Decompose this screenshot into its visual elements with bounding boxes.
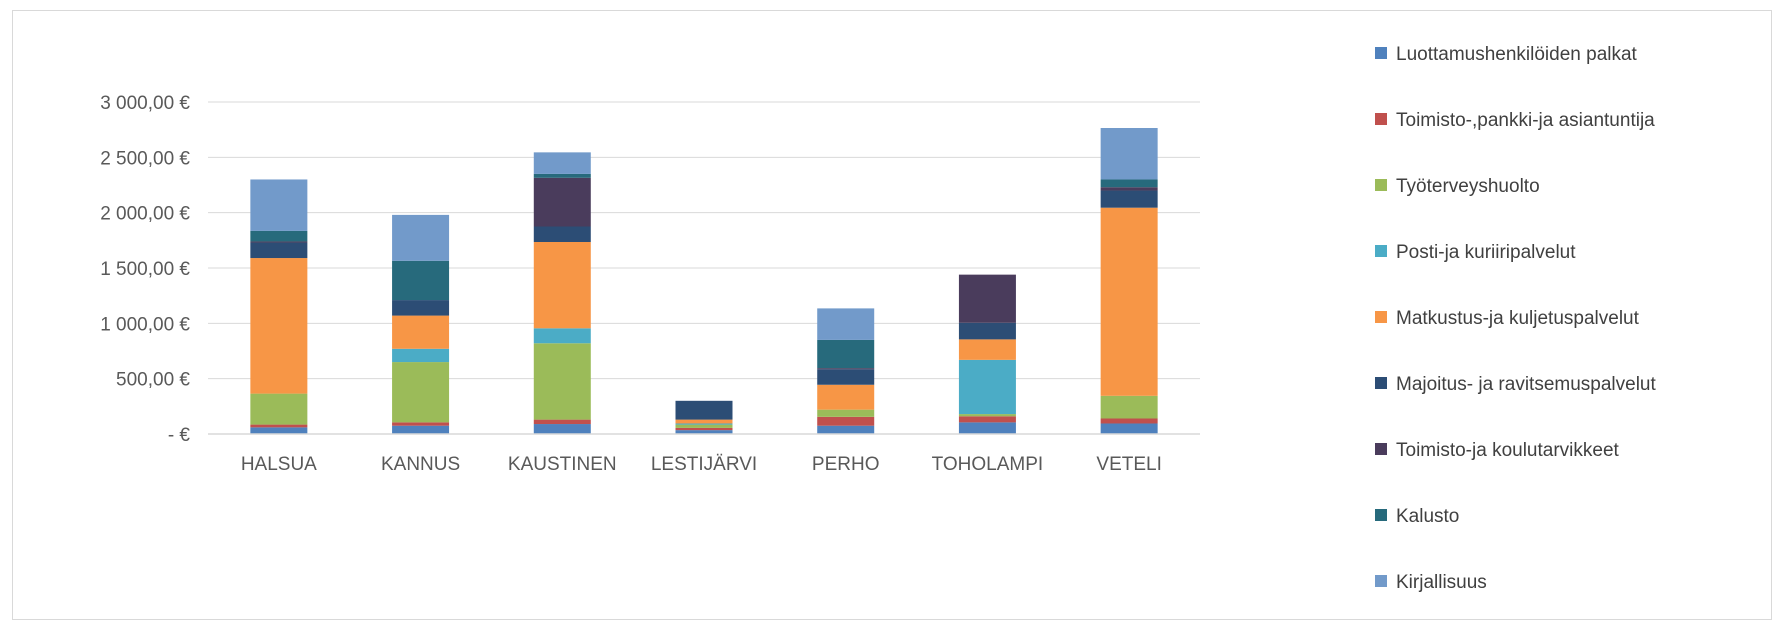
legend-swatch <box>1375 311 1387 323</box>
bar-segment <box>958 422 1016 434</box>
bar-segment <box>675 419 733 424</box>
legend: Luottamushenkilöiden palkat Toimisto-,pan… <box>1375 44 1656 593</box>
bar-segment <box>958 339 1016 360</box>
bar-segment <box>250 241 308 243</box>
bar-segment <box>958 322 1016 340</box>
y-tick-label: 1 000,00 € <box>100 314 190 335</box>
legend-swatch <box>1375 179 1387 191</box>
bar-segment <box>533 419 591 425</box>
legend-label: Matkustus-ja kuljetuspalvelut <box>1396 308 1640 329</box>
bar-segment <box>533 328 591 344</box>
legend-swatch <box>1375 47 1387 59</box>
legend-swatch <box>1375 443 1387 455</box>
x-tick-label: HALSUA <box>241 454 317 475</box>
bar-segment <box>675 423 733 425</box>
bar-segment <box>1100 190 1158 208</box>
legend-swatch <box>1375 377 1387 389</box>
legend-swatch <box>1375 245 1387 257</box>
bar-segment <box>1100 187 1158 191</box>
bar-segment <box>817 368 875 370</box>
y-tick-label: - € <box>168 425 191 446</box>
x-tick-label: TOHOLAMPI <box>932 454 1044 475</box>
bar-segment <box>392 425 450 434</box>
legend-label: Työterveyshuolto <box>1396 176 1540 197</box>
bar-segment <box>1100 128 1158 180</box>
legend-swatch <box>1375 575 1387 587</box>
bar-segment <box>675 400 733 420</box>
bar-segment <box>392 300 450 316</box>
legend-label: Kirjallisuus <box>1396 572 1487 593</box>
y-axis-ticks: - € 500,00 € 1 000,00 € 1 500,00 € 2 000,00 … <box>100 93 190 446</box>
bar-segment <box>533 152 591 174</box>
y-tick-label: 1 500,00 € <box>100 259 190 280</box>
bar-segment <box>533 343 591 420</box>
y-tick-label: 2 500,00 € <box>100 148 190 169</box>
legend-label: Majoitus- ja ravitsemuspalvelut <box>1396 374 1656 395</box>
bar-segment <box>392 214 450 261</box>
bar-segment <box>533 424 591 434</box>
bar-segment <box>392 260 450 301</box>
bar-segment <box>250 242 308 259</box>
bar-segment <box>675 427 733 431</box>
bar-segment <box>1100 418 1158 424</box>
bar-segment <box>1100 395 1158 419</box>
bar-segment <box>250 427 308 434</box>
x-tick-label: PERHO <box>812 454 880 475</box>
bar-segment <box>250 393 308 425</box>
bar-segment <box>817 409 875 417</box>
bar-segment <box>817 308 875 340</box>
bar-segment <box>250 179 308 231</box>
bar-segment <box>533 177 591 227</box>
bar-segment <box>1100 179 1158 188</box>
bar-segment <box>817 369 875 385</box>
bar-segment <box>1100 423 1158 434</box>
x-axis-ticks: HALSUA KANNUS KAUSTINEN LESTIJÄRVI PERHO TOHO… <box>241 454 1162 475</box>
x-tick-label: LESTIJÄRVI <box>651 454 757 475</box>
bar-segment <box>533 241 591 329</box>
legend-swatch <box>1375 509 1387 521</box>
bar-segment <box>533 173 591 178</box>
bar-segment <box>675 424 733 428</box>
bar-segment <box>392 422 450 426</box>
bar-segment <box>958 416 1016 423</box>
legend-label: Luottamushenkilöiden palkat <box>1396 44 1638 65</box>
bar-segment <box>817 416 875 426</box>
x-tick-label: KANNUS <box>381 454 460 475</box>
bar-segment <box>1100 207 1158 396</box>
bar-segment <box>817 384 875 410</box>
legend-label: Kalusto <box>1396 506 1459 527</box>
x-tick-label: KAUSTINEN <box>508 454 617 475</box>
legend-label: Posti-ja kuriiripalvelut <box>1396 242 1576 263</box>
legend-label: Toimisto-ja koulutarvikkeet <box>1396 440 1620 461</box>
bar-segment <box>533 226 591 242</box>
y-tick-label: 500,00 € <box>116 370 190 391</box>
bar-segment <box>817 339 875 369</box>
y-tick-label: 3 000,00 € <box>100 93 190 114</box>
bar-segment <box>958 359 1016 415</box>
legend-label: Toimisto-,pankki-ja asiantuntija <box>1396 110 1655 131</box>
bar-segment <box>958 414 1016 417</box>
bar-segment <box>958 274 1016 323</box>
y-tick-label: 2 000,00 € <box>100 204 190 225</box>
bar-segment <box>392 348 450 363</box>
bar-segment <box>817 425 875 434</box>
bar-segment <box>250 424 308 428</box>
bar-segment <box>675 430 733 434</box>
bars <box>250 128 1158 434</box>
bar-segment <box>392 362 450 423</box>
bar-segment <box>392 315 450 349</box>
bar-segment <box>250 230 308 242</box>
x-tick-label: VETELI <box>1096 454 1161 475</box>
legend-swatch <box>1375 113 1387 125</box>
bar-segment <box>250 258 308 394</box>
gridlines <box>208 101 1200 380</box>
